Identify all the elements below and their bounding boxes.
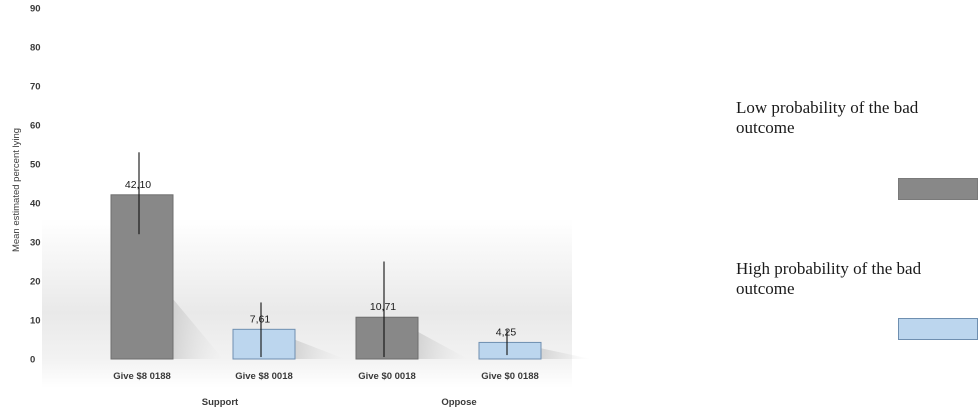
- bar-value-label: 4,25: [496, 326, 517, 338]
- y-axis-ticks: 0 10 20 30 40 50 60 70 80 90: [30, 4, 41, 366]
- y-tick-label: 70: [30, 82, 41, 93]
- legend-low-probability: Low probability of the bad outcome: [736, 98, 976, 138]
- bar: [232, 328, 296, 360]
- bar-shadow: [295, 339, 345, 359]
- y-tick-label: 10: [30, 316, 41, 327]
- bar-value-label: 10,71: [370, 301, 396, 313]
- chart: 0 10 20 30 40 50 60 70 80 90 Mean estimated perce…: [11, 4, 591, 408]
- bar: [355, 316, 419, 360]
- x-tick-label: Give $8 0018: [235, 371, 293, 382]
- bar-value-label: 42,10: [125, 179, 151, 191]
- group-labels: Support Oppose: [202, 397, 477, 408]
- y-tick-label: 50: [30, 160, 41, 171]
- y-tick-label: 80: [30, 43, 41, 54]
- x-tick-label: Give $0 0188: [481, 371, 539, 382]
- legend-low-label-line1: Low probability of the bad: [736, 98, 919, 117]
- legend-low-swatch: [898, 178, 978, 200]
- legend-low-label-line2: outcome: [736, 118, 795, 137]
- group-label: Support: [202, 397, 239, 408]
- x-tick-label: Give $0 0018: [358, 371, 416, 382]
- bar-value-label: 7,61: [250, 313, 271, 325]
- x-axis-labels: Give $8 0188 Give $8 0018 Give $0 0018 Give…: [113, 371, 539, 382]
- group-label: Oppose: [441, 397, 476, 408]
- legend-high-label-line2: outcome: [736, 279, 795, 298]
- bars: 42,10 7,61 10,71 4,25: [110, 152, 591, 360]
- y-tick-label: 60: [30, 121, 41, 132]
- y-axis-label: Mean estimated percent lying: [11, 128, 22, 252]
- y-tick-label: 20: [30, 277, 41, 288]
- y-tick-label: 40: [30, 199, 41, 210]
- bar-shadow: [418, 331, 468, 359]
- y-tick-label: 0: [30, 355, 35, 366]
- y-tick-label: 30: [30, 238, 41, 249]
- legend-high-label-line1: High probability of the bad: [736, 259, 922, 278]
- x-tick-label: Give $8 0188: [113, 371, 171, 382]
- bar: [478, 341, 542, 360]
- legend-high-swatch: [898, 318, 978, 340]
- bar-shadow: [173, 299, 223, 359]
- y-tick-label: 90: [30, 4, 41, 15]
- bar-shadow: [541, 348, 591, 359]
- bar: [110, 194, 174, 360]
- legend-high-probability: High probability of the bad outcome: [736, 259, 976, 299]
